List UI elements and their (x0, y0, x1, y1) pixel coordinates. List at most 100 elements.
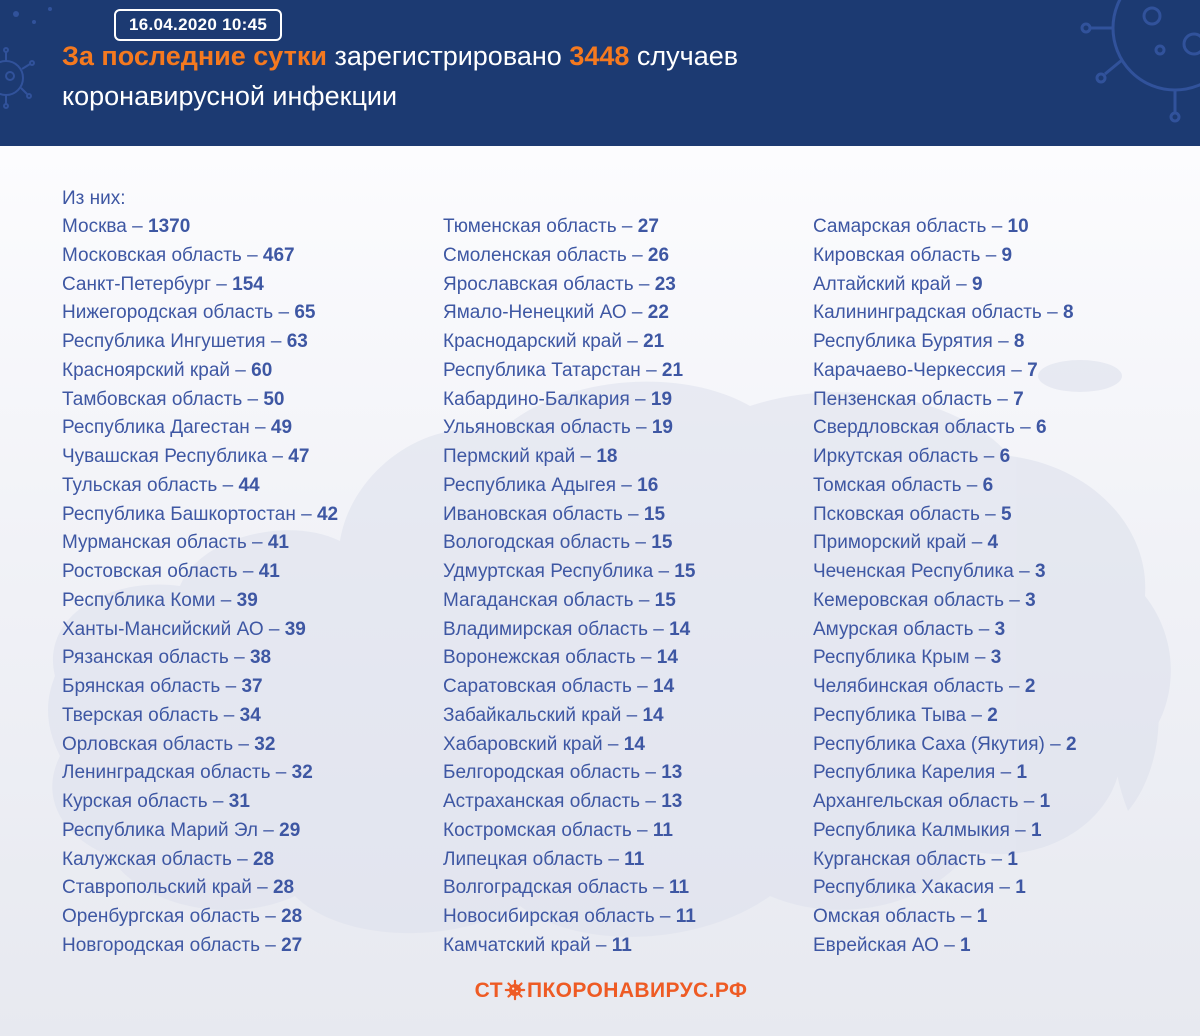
region-name: Республика Тыва – (813, 704, 988, 726)
headline: За последние сутки зарегистрировано 3448… (62, 36, 738, 116)
region-value: 467 (262, 244, 295, 266)
region-name: Воронежская область – (443, 647, 657, 669)
region-value: 7 (1013, 388, 1024, 410)
region-row: Орловская область – 32 (62, 731, 443, 760)
region-name: Ульяновская область – (443, 417, 652, 439)
region-name: Орловская область – (62, 733, 255, 755)
region-value: 1 (1007, 848, 1018, 870)
region-value: 39 (236, 589, 258, 611)
region-name: Чеченская Республика – (813, 561, 1035, 582)
region-row: Ивановская область – 15 (443, 501, 813, 530)
region-name: Калужская область – (62, 848, 253, 870)
region-name: Республика Башкортостан – (62, 503, 317, 525)
region-value: 28 (281, 906, 303, 927)
region-name: Кабардино-Балкария – (443, 388, 651, 410)
region-value: 154 (232, 273, 264, 295)
region-name: Пермский край – (443, 446, 597, 467)
region-row: Ростовская область – 41 (62, 558, 443, 587)
region-value: 11 (668, 877, 690, 899)
region-name: Нижегородская область – (62, 302, 295, 324)
region-name: Вологодская область – (443, 532, 652, 554)
region-name: Пензенская область – (813, 388, 1014, 410)
region-row: Кемеровская область – 3 (813, 587, 1160, 616)
region-value: 19 (650, 388, 673, 410)
region-row: Алтайский край – 9 (813, 271, 1160, 300)
region-row: Московская область – 467 (62, 242, 443, 271)
region-row: Москва – 1370 (62, 213, 443, 242)
region-row: Тамбовская область – 50 (62, 386, 443, 415)
region-value: 14 (653, 676, 675, 697)
region-row: Псковская область – 5 (813, 501, 1160, 530)
region-name: Красноярский край – (62, 359, 252, 381)
region-name: Томская область – (813, 474, 983, 496)
region-value: 10 (1007, 216, 1029, 237)
region-name: Республика Крым – (813, 647, 991, 669)
region-name: Ивановская область – (443, 503, 644, 525)
region-row: Челябинская область – 2 (813, 673, 1160, 702)
region-value: 18 (596, 446, 618, 467)
region-value: 14 (669, 618, 691, 640)
region-value: 8 (1013, 331, 1025, 352)
region-row: Республика Калмыкия – 1 (813, 817, 1160, 846)
region-name: Рязанская область – (62, 647, 250, 669)
region-name: Ростовская область – (62, 561, 259, 582)
region-value: 44 (238, 474, 260, 496)
headline-suffix: случаев (629, 41, 739, 71)
region-name: Алтайский край – (813, 273, 972, 295)
region-row: Томская область – 6 (813, 472, 1160, 501)
region-value: 19 (651, 417, 673, 439)
region-value: 3 (994, 618, 1006, 640)
region-row: Камчатский край – 11 (443, 932, 813, 961)
region-value: 8 (1062, 302, 1074, 324)
region-row: Приморский край – 4 (813, 529, 1160, 558)
region-name: Калининградская область – (813, 302, 1063, 324)
region-value: 3 (990, 647, 1002, 669)
region-value: 2 (987, 704, 998, 726)
region-value: 1370 (148, 216, 191, 237)
list-intro: Из них: (62, 188, 126, 209)
region-value: 11 (611, 934, 632, 956)
region-row: Калининградская область – 8 (813, 299, 1160, 328)
region-name: Магаданская область – (443, 589, 655, 611)
region-name: Республика Марий Эл – (62, 819, 280, 841)
headline-text: зарегистрировано (326, 41, 570, 71)
region-name: Республика Татарстан – (443, 359, 662, 381)
region-value: 3 (1025, 589, 1036, 611)
region-row: Владимирская область – 14 (443, 616, 813, 645)
content: Из них: Москва – 1370 Московская область … (0, 146, 1200, 1036)
region-row: Чеченская Республика – 3 (813, 558, 1160, 587)
region-value: 11 (624, 848, 645, 870)
region-row: Ярославская область – 23 (443, 271, 813, 300)
region-name: Тверская область – (62, 704, 240, 726)
region-value: 1 (1015, 877, 1026, 899)
region-name: Мурманская область – (62, 532, 268, 554)
region-name: Тамбовская область – (62, 388, 264, 410)
region-name: Псковская область – (813, 503, 1001, 525)
region-value: 3 (1034, 561, 1046, 582)
region-value: 65 (294, 302, 316, 324)
region-row: Республика Адыгея – 16 (443, 472, 813, 501)
region-row: Санкт-Петербург – 154 (62, 271, 443, 300)
region-value: 15 (651, 532, 673, 554)
region-value: 47 (288, 446, 310, 467)
region-row: Ямало-Ненецкий АО – 22 (443, 299, 813, 328)
region-name: Владимирская область – (443, 618, 670, 640)
region-name: Саратовская область – (443, 676, 653, 697)
region-name: Хабаровский край – (443, 733, 624, 755)
region-name: Иркутская область – (813, 446, 1000, 467)
timestamp-badge: 16.04.2020 10:45 (114, 9, 283, 41)
region-value: 13 (661, 791, 683, 812)
region-row: Ульяновская область – 19 (443, 414, 813, 443)
region-value: 41 (267, 532, 289, 554)
region-row: Забайкальский край – 14 (443, 702, 813, 731)
region-value: 9 (971, 273, 983, 295)
region-row: Курганская область – 1 (813, 846, 1160, 875)
region-name: Забайкальский край – (443, 704, 643, 726)
region-row: Липецкая область – 11 (443, 846, 813, 875)
region-value: 26 (647, 244, 670, 266)
region-name: Костромская область – (443, 819, 653, 841)
headline-number: 3448 (569, 41, 630, 71)
virus-logo-icon (504, 979, 526, 1000)
region-row: Самарская область – 10 (813, 213, 1160, 242)
